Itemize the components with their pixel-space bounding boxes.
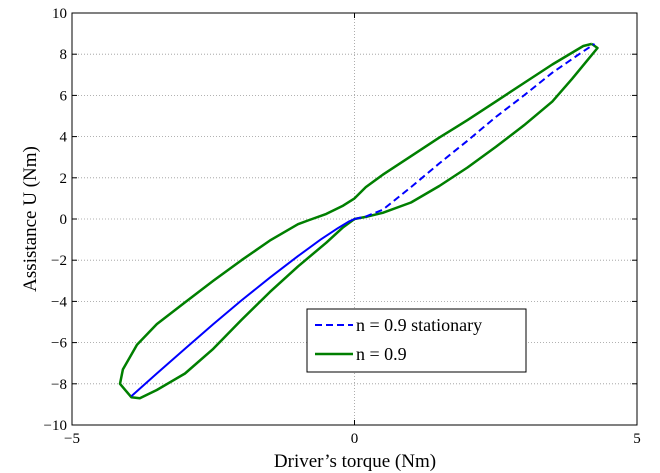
x-tick-label: 0	[351, 431, 359, 447]
y-tick-label: −6	[51, 336, 67, 352]
series-line-stationary-negative	[130, 218, 355, 397]
series-line-dynamic	[118, 42, 599, 400]
y-tick-label: 0	[60, 212, 68, 228]
ticks: −10 −8 −6 −4 −2 0 2 4 6 8 10 −5 0 5	[44, 6, 641, 447]
y-tick-label: 4	[60, 130, 68, 146]
y-tick-label: 6	[60, 88, 68, 104]
x-tick-label: 5	[633, 431, 641, 447]
series-line-stationary-positive	[354, 43, 596, 220]
legend-label-dynamic: n = 0.9	[356, 344, 407, 364]
series-layer	[118, 42, 599, 400]
legend: n = 0.9 stationary n = 0.9	[306, 308, 527, 373]
y-tick-label: −2	[51, 253, 67, 269]
y-tick-label: 10	[52, 6, 67, 22]
y-axis-label: Assistance U (Nm)	[20, 146, 41, 292]
y-tick-label: −8	[51, 377, 67, 393]
x-axis-label: Driver’s torque (Nm)	[274, 451, 436, 472]
y-tick-label: −4	[51, 294, 67, 310]
y-tick-label: 8	[60, 47, 68, 63]
legend-label-stationary: n = 0.9 stationary	[356, 315, 482, 335]
y-tick-label: −10	[44, 418, 67, 434]
y-tick-label: 2	[60, 171, 68, 187]
x-tick-label: −5	[64, 431, 80, 447]
legend-box	[306, 308, 527, 373]
